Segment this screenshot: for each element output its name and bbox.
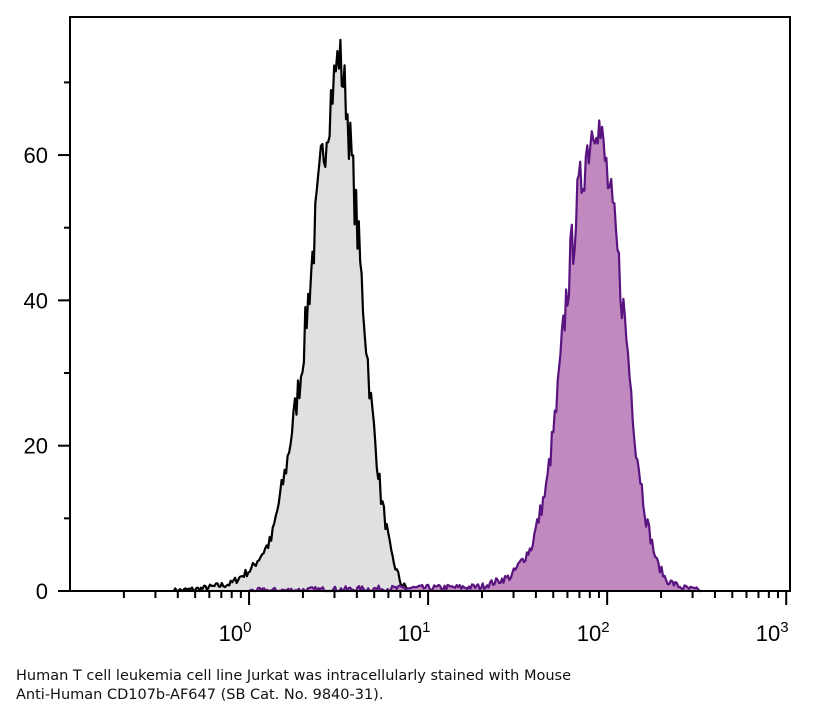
series-line-0 — [172, 38, 412, 593]
series-fill-1 — [249, 120, 702, 591]
plot-frame — [69, 16, 791, 592]
x-tick-label: 101 — [398, 619, 431, 646]
caption-line-2: Anti-Human CD107b-AF647 (SB Cat. No. 984… — [16, 687, 384, 703]
x-tick-label: 100 — [219, 619, 252, 646]
series-fill-0 — [173, 39, 411, 592]
caption-line-1: Human T cell leukemia cell line Jurkat w… — [16, 668, 571, 684]
y-tick-label: 20 — [24, 434, 48, 459]
figure-caption: Human T cell leukemia cell line Jurkat w… — [16, 667, 571, 705]
y-tick-label: 40 — [24, 288, 48, 313]
y-tick-label: 0 — [36, 579, 48, 604]
x-tick-label: 103 — [756, 619, 789, 646]
y-tick-label: 60 — [24, 143, 48, 168]
x-tick-label: 102 — [577, 619, 610, 646]
